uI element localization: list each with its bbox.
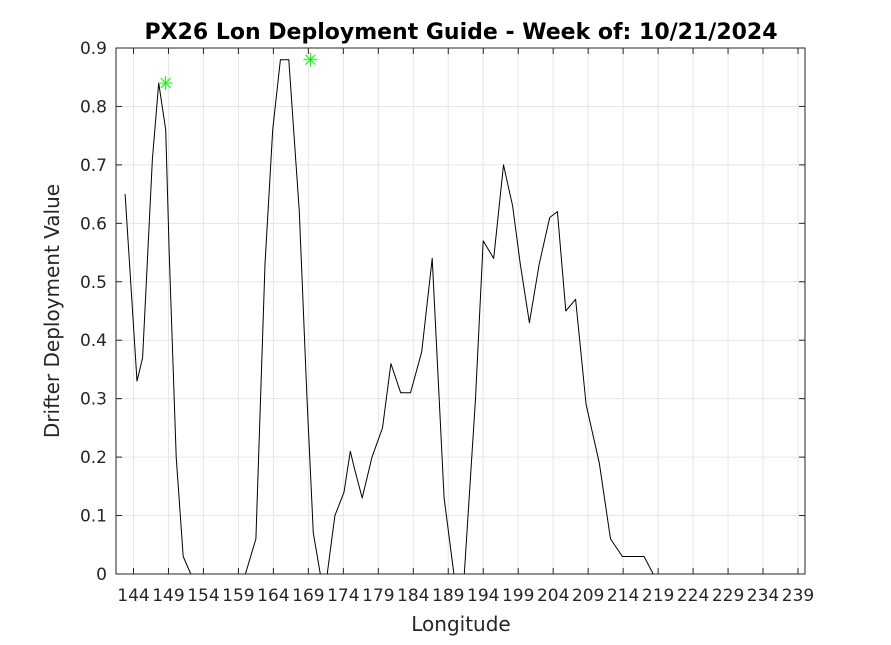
axes-box [115,47,806,575]
marker-layer [158,52,318,91]
x-tick-label: 159 [222,586,254,606]
x-tick-label: 174 [327,586,359,606]
x-tick-label: 234 [747,586,779,606]
y-tick-label: 0.1 [80,507,107,527]
peak-marker [158,76,173,91]
x-tick-label: 154 [187,586,219,606]
x-tick-label: 224 [677,586,709,606]
y-tick-label: 0.7 [80,156,107,176]
x-tick-label: 209 [572,586,604,606]
y-tick-label: 0.6 [80,214,107,234]
y-tick-label: 0.4 [80,331,107,351]
tick-layer: 144 149 154 159 164 169 174 179 184 189 194 199 204 2… [80,39,814,606]
y-tick-label: 0.9 [80,39,107,59]
x-tick-label: 179 [362,586,394,606]
x-tick-label: 219 [642,586,674,606]
x-tick-label: 144 [117,586,149,606]
y-axis-label: Drifter Deployment Value [40,184,64,438]
y-tick-label: 0.8 [80,97,107,117]
x-tick-label: 169 [292,586,324,606]
x-tick-label: 149 [152,586,184,606]
y-tick-label: 0 [96,565,107,585]
peak-marker [303,52,318,67]
x-tick-label: 199 [502,586,534,606]
chart-title: PX26 Lon Deployment Guide - Week of: 10/… [144,20,777,45]
y-tick-label: 0.3 [80,390,107,410]
x-tick-label: 204 [537,586,569,606]
x-tick-label: 164 [257,586,289,606]
y-tick-label: 0.2 [80,448,107,468]
y-tick-label: 0.5 [80,273,107,293]
x-tick-label: 194 [467,586,499,606]
x-tick-label: 229 [712,586,744,606]
x-tick-label: 239 [782,586,814,606]
x-axis-label: Longitude [411,612,510,636]
x-tick-label: 214 [607,586,639,606]
grid [116,47,805,575]
x-tick-label: 189 [432,586,464,606]
x-tick-label: 184 [397,586,429,606]
